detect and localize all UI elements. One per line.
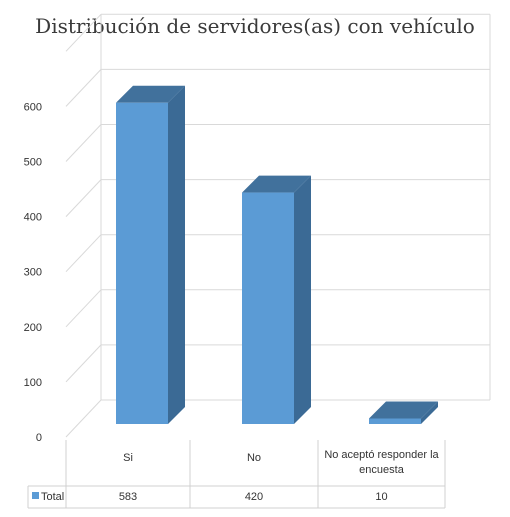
bar-side [421,401,438,424]
category-label: No aceptó responder la [324,449,439,461]
bar [242,192,294,424]
y-tick-label: 400 [24,212,42,224]
gridline-side [65,234,102,273]
category-label: No [247,452,261,464]
chart-title: Distribución de servidores(as) con vehíc… [35,14,475,38]
legend-label: Total [41,491,64,503]
bar-top [369,401,438,419]
y-tick-label: 300 [24,267,42,279]
bar-side [168,85,185,424]
data-label: 10 [375,491,387,503]
gridline-side [65,69,102,107]
data-label: 583 [119,491,137,503]
y-tick-label: 200 [24,322,42,334]
gridline-side [65,289,102,328]
category-label: encuesta [359,464,405,476]
gridline-side [65,124,102,162]
gridline-side [65,399,102,438]
gridline-side [65,13,102,52]
bar-top [242,175,311,193]
bar [116,102,168,424]
y-tick-label: 100 [24,377,42,389]
gridline-side [65,179,102,217]
bar-top [116,85,185,103]
bar-side [294,175,311,424]
y-tick-label: 600 [24,101,42,113]
gridline-side [65,344,102,383]
category-label: Si [123,452,133,464]
bar [369,418,421,424]
data-label: 420 [245,491,263,503]
legend-swatch [32,492,39,499]
y-tick-label: 0 [36,432,42,444]
y-tick-label: 500 [24,157,42,169]
